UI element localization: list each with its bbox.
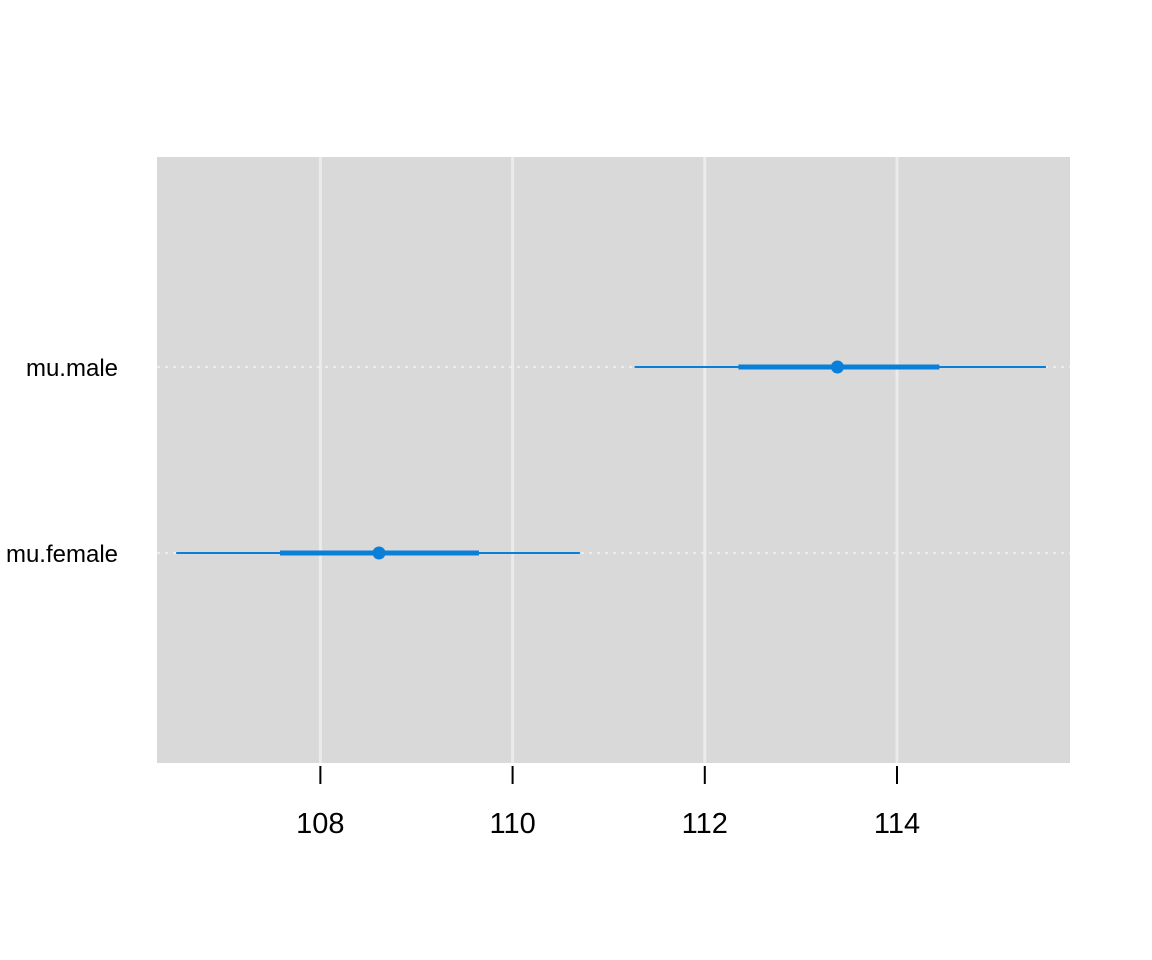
x-tick-label-110: 110	[489, 808, 535, 840]
axes: 108 110 112 114 mu.male mu.female	[6, 355, 920, 840]
x-tick-label-112: 112	[682, 808, 728, 840]
x-tick-label-114: 114	[874, 808, 920, 840]
x-tick-label-108: 108	[296, 808, 344, 840]
plot-panel	[157, 157, 1070, 763]
interval-marks	[176, 360, 1046, 560]
y-category-label-mu-female: mu.female	[6, 541, 118, 568]
point-estimate-mu-male	[830, 360, 844, 374]
point-estimate-mu-female	[372, 546, 386, 560]
y-category-label-mu-male: mu.male	[26, 355, 118, 382]
